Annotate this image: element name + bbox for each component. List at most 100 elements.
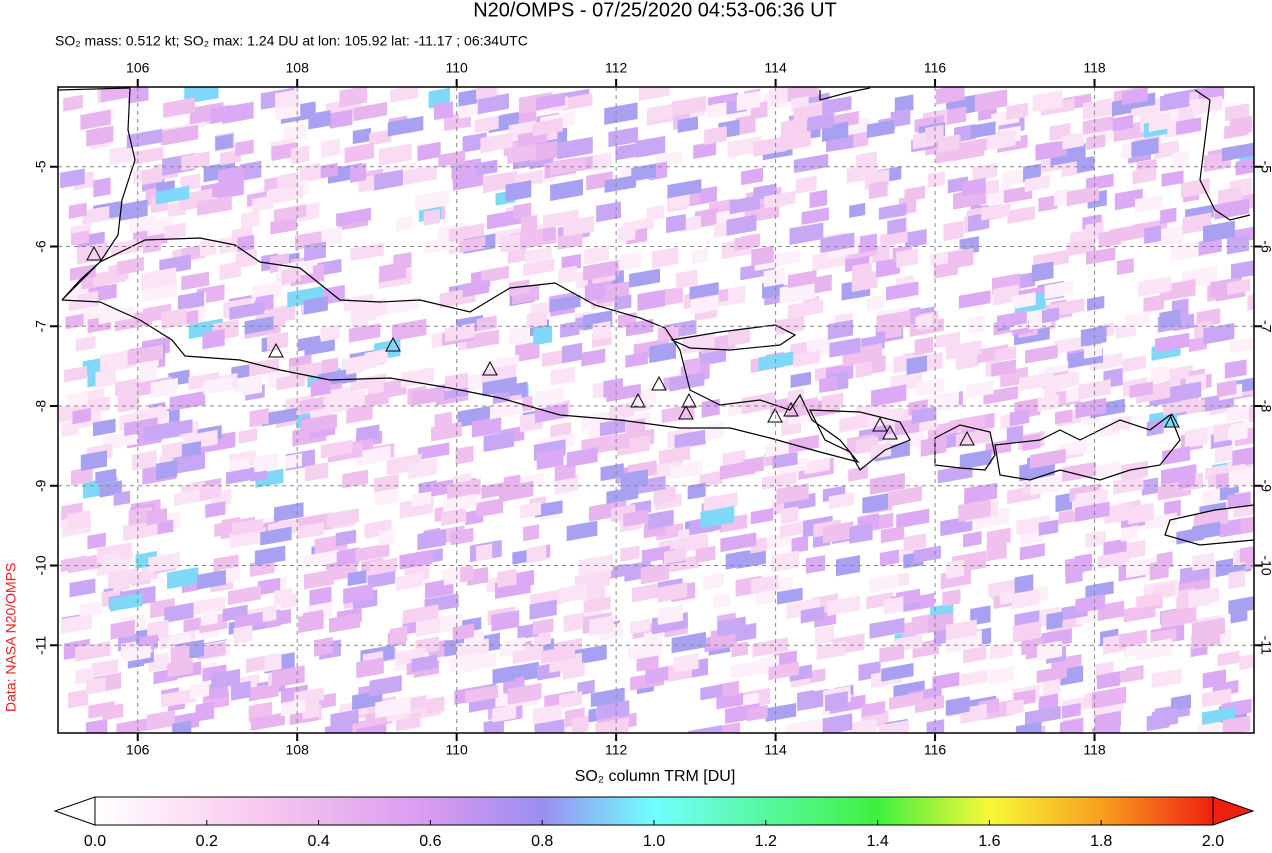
so2-pixel [374,489,399,507]
so2-pixel [1007,205,1036,225]
so2-pixel [793,153,829,174]
so2-pixel [513,202,532,220]
so2-pixel [526,310,548,329]
so2-pixel [1224,359,1247,379]
colorbar-over [1212,796,1255,826]
so2-pixel [887,217,907,235]
so2-pixel [1038,519,1059,536]
so2-pixel [849,523,873,544]
so2-pixel [557,136,593,160]
so2-pixel [1075,594,1106,614]
so2-pixel [1192,552,1215,571]
so2-pixel [483,430,514,452]
so2-pixel [561,93,593,111]
so2-pixel [458,102,483,119]
so2-pixel [358,298,387,320]
so2-pixel [374,169,403,191]
so2-pixel [321,357,339,375]
so2-pixel [1019,543,1045,561]
so2-pixel [303,296,328,315]
so2-pixel [111,238,142,257]
so2-pixel [402,604,439,625]
so2-pixel [161,688,197,708]
so2-pixel [426,696,445,715]
x-tick-label: 112 [605,742,628,758]
so2-pixel [254,545,286,566]
so2-pixel [379,528,396,546]
so2-pixel [389,625,408,644]
so2-pixel [172,720,192,733]
so2-pixel [508,326,528,345]
so2-pixel [536,92,566,111]
so2-pixel [378,143,412,167]
so2-pixel [146,507,167,526]
y-tick-label: -8 [33,400,49,413]
so2-pixel [604,102,638,125]
so2-pixel [291,145,310,165]
map-frame [57,86,1255,734]
so2-pixel [471,416,502,438]
so2-pixel [308,110,331,130]
so2-pixel [127,344,164,366]
so2-pixel [197,195,232,216]
so2-pixel [452,170,484,191]
x-tick-label: 114 [764,742,787,758]
so2-pixel [828,492,855,510]
so2-pixel [1086,134,1106,151]
so2-pixel [955,353,980,371]
so2-pixel [444,567,461,586]
so2-pixel [1062,132,1084,150]
so2-pixel [982,179,1000,196]
y-tick-label: -5 [33,160,49,173]
so2-pixel [274,502,304,522]
so2-pixel [1191,617,1225,640]
so2-pixel [628,641,663,661]
so2-pixel [489,398,523,420]
so2-pixel [1136,592,1161,609]
so2-pixels [59,87,1254,733]
so2-pixel [480,132,513,154]
so2-pixel [793,350,820,368]
so2-pixel [667,179,702,199]
so2-pixel [1151,668,1182,689]
so2-pixel [786,718,822,733]
so2-pixel [261,407,297,427]
so2-pixel [862,493,889,514]
volcano [268,342,284,358]
so2-pixel [687,482,706,500]
so2-pixel [861,700,886,718]
y-tick-label: -11 [33,635,49,654]
so2-pixel [61,613,92,634]
so2-pixel [199,483,221,502]
so2-pixel [581,348,606,367]
so2-pixel [481,265,509,284]
so2-pixel [164,222,186,241]
so2-pixel [1006,425,1024,445]
so2-pixel [233,625,253,645]
so2-pixel [534,718,565,733]
so2-pixel [1029,448,1066,469]
so2-pixel [177,291,205,311]
so2-pixel [881,663,914,682]
so2-pixel [1172,150,1189,170]
so2-pixel [1061,702,1081,719]
so2-pixel [859,233,878,253]
so2-pixel [141,267,177,291]
so2-pixel [1112,415,1132,432]
so2-pixel [476,315,497,332]
y-tick-label: -6 [1258,240,1272,253]
so2-pixel [275,89,300,109]
so2-pixel [1202,669,1227,689]
so2-pixel [592,321,611,341]
so2-pixel [869,573,899,593]
so2-pixel [415,189,450,212]
so2-pixel [217,180,244,200]
so2-pixel [1202,488,1220,508]
so2-pixel [958,290,991,309]
so2-pixel [801,207,829,225]
so2-pixel [1025,705,1061,726]
so2-pixel [347,570,367,587]
volcano [767,407,783,423]
so2-pixel [730,659,765,680]
so2-pixel [855,151,878,168]
